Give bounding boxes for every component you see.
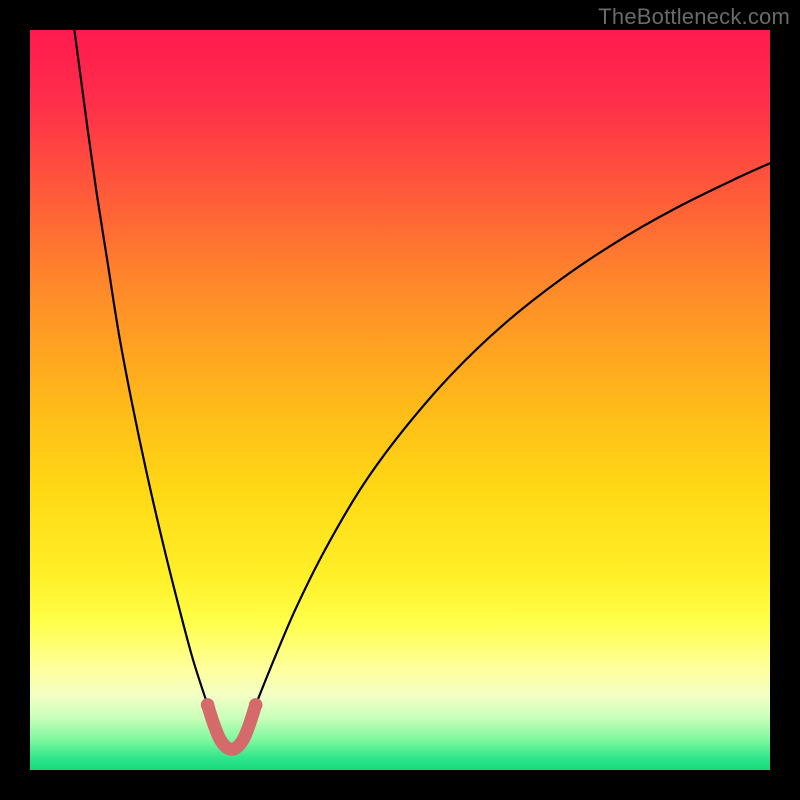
plot-background	[30, 30, 770, 770]
minimum-band-endpoint-1	[249, 698, 263, 712]
minimum-band-endpoint-0	[201, 698, 215, 712]
watermark-text: TheBottleneck.com	[598, 4, 790, 30]
bottleneck-chart	[0, 0, 800, 800]
chart-frame: TheBottleneck.com	[0, 0, 800, 800]
